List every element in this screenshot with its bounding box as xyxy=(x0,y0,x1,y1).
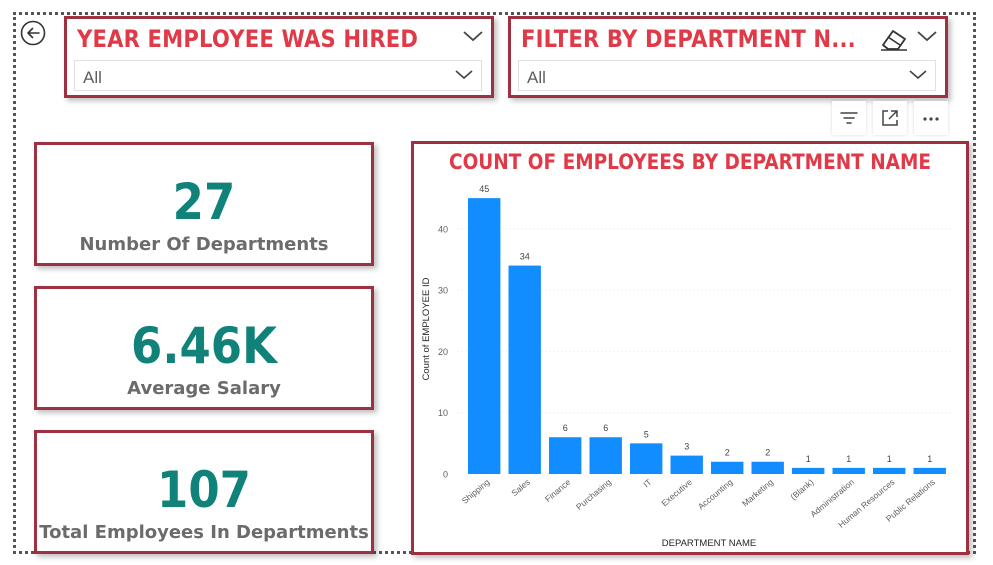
bar xyxy=(792,467,825,474)
y-tick-label: 10 xyxy=(438,408,448,418)
x-tick-label: Shipping xyxy=(460,477,492,506)
chevron-down-icon[interactable] xyxy=(915,28,939,44)
x-tick-label: Marketing xyxy=(740,477,775,509)
filter-icon xyxy=(840,112,858,124)
data-label: 6 xyxy=(563,423,568,433)
bar xyxy=(913,467,946,474)
chevron-down-icon[interactable] xyxy=(907,68,929,82)
kpi-value: 6.46K xyxy=(131,317,277,375)
bar xyxy=(589,437,622,474)
bar xyxy=(468,198,501,474)
kpi-value: 27 xyxy=(172,173,236,231)
data-label: 1 xyxy=(806,454,811,464)
kpi-label: Average Salary xyxy=(127,378,281,399)
kpi-card-average-salary[interactable]: 6.46K Average Salary xyxy=(34,286,374,410)
back-arrow-icon[interactable] xyxy=(20,20,46,46)
year-selected-value: All xyxy=(83,68,102,87)
data-label: 45 xyxy=(479,184,489,194)
slicer-title: FILTER BY DEPARTMENT N... xyxy=(521,25,856,53)
focus-mode-button[interactable] xyxy=(873,101,907,135)
x-tick-label: Sales xyxy=(509,477,532,498)
bar xyxy=(630,443,663,474)
chevron-down-icon[interactable] xyxy=(453,68,475,82)
bar xyxy=(508,265,541,474)
eraser-icon[interactable] xyxy=(879,26,909,52)
x-tick-label: (Blank) xyxy=(788,477,815,502)
bar xyxy=(751,461,784,474)
x-axis-title: DEPARTMENT NAME xyxy=(662,538,757,549)
chart-plot: 0 10 20 30 40 45 Shipping 34 Sales 6 Finance 6 Purch… xyxy=(421,184,952,549)
data-label: 1 xyxy=(846,454,851,464)
bar xyxy=(549,437,582,474)
x-tick-label: Purchasing xyxy=(574,477,613,512)
bar xyxy=(832,467,865,474)
more-options-icon xyxy=(923,117,939,121)
y-tick-label: 0 xyxy=(443,470,448,480)
y-tick-label: 30 xyxy=(438,286,448,296)
data-label: 1 xyxy=(927,454,932,464)
chart-title: COUNT OF EMPLOYEES BY DEPARTMENT NAME xyxy=(449,150,931,174)
y-axis-title: Count of EMPLOYEE ID xyxy=(421,277,432,380)
department-bar-chart[interactable]: COUNT OF EMPLOYEES BY DEPARTMENT NAME 0 1… xyxy=(411,141,969,555)
visual-header-toolbar xyxy=(832,101,948,135)
kpi-card-departments[interactable]: 27 Number Of Departments xyxy=(34,142,374,266)
department-selected-value: All xyxy=(527,68,546,87)
y-tick-label: 40 xyxy=(438,224,448,234)
x-tick-label: Finance xyxy=(543,477,573,504)
data-label: 2 xyxy=(765,448,770,458)
kpi-card-total-employees[interactable]: 107 Total Employees In Departments xyxy=(34,430,374,554)
chevron-down-icon[interactable] xyxy=(461,28,485,44)
x-tick-label: Executive xyxy=(659,477,694,509)
bar xyxy=(711,461,744,474)
kpi-label: Number Of Departments xyxy=(79,234,329,255)
kpi-label: Total Employees In Departments xyxy=(39,522,369,543)
more-options-button[interactable] xyxy=(914,101,948,135)
year-dropdown[interactable]: All xyxy=(74,60,482,91)
data-label: 6 xyxy=(603,423,608,433)
data-label: 2 xyxy=(725,448,730,458)
department-slicer: FILTER BY DEPARTMENT N... All xyxy=(508,16,948,98)
focus-mode-icon xyxy=(882,110,898,126)
year-hired-slicer: YEAR EMPLOYEE WAS HIRED All xyxy=(64,16,494,98)
data-label: 3 xyxy=(684,442,689,452)
x-tick-label: IT xyxy=(641,477,653,490)
filter-button[interactable] xyxy=(832,101,866,135)
bar xyxy=(670,455,703,474)
data-label: 34 xyxy=(520,252,530,262)
x-tick-label: Accounting xyxy=(696,477,735,512)
department-dropdown[interactable]: All xyxy=(518,60,936,91)
data-label: 1 xyxy=(887,454,892,464)
bar xyxy=(873,467,906,474)
y-tick-label: 20 xyxy=(438,347,448,357)
data-label: 5 xyxy=(644,429,649,439)
slicer-title: YEAR EMPLOYEE WAS HIRED xyxy=(77,25,419,53)
kpi-value: 107 xyxy=(157,461,251,519)
